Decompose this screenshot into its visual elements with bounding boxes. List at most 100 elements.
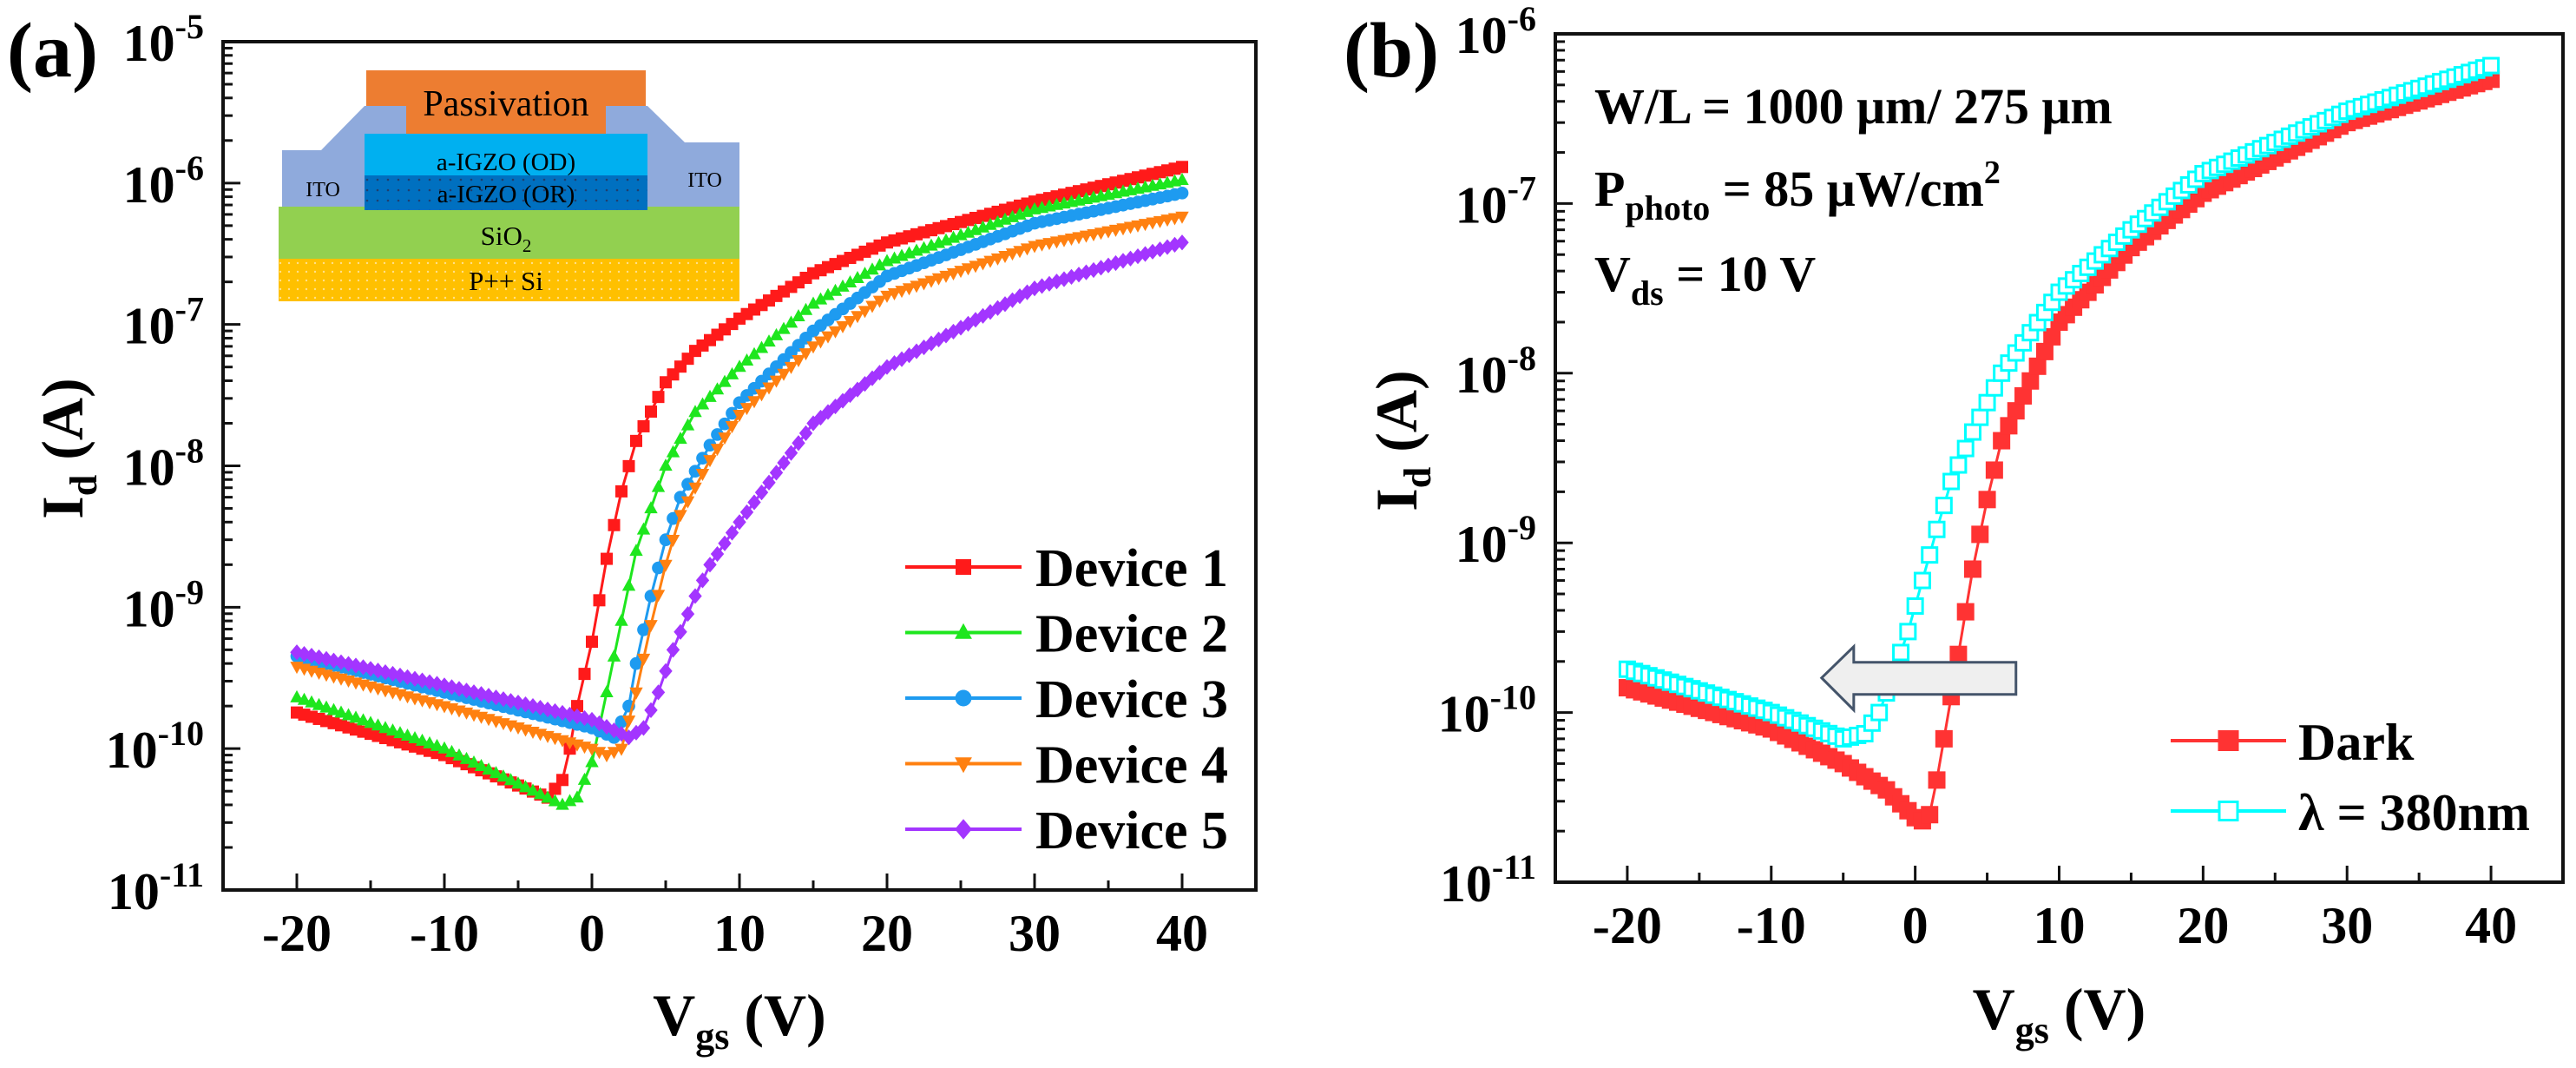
data-point — [998, 296, 1012, 313]
panel-label-b: (b) — [1344, 8, 1439, 94]
ito-right-label: ITO — [687, 169, 722, 192]
y-tick-exponent: -5 — [175, 7, 204, 46]
data-point — [585, 743, 599, 756]
y-axis-title: Id (A) — [1364, 370, 1439, 511]
x-tick-label: -20 — [262, 905, 332, 962]
data-point — [990, 300, 1005, 316]
data-point — [961, 263, 976, 276]
data-point — [371, 718, 385, 731]
data-point — [725, 524, 739, 541]
data-point — [1176, 161, 1188, 174]
data-point — [290, 689, 304, 702]
data-point — [607, 747, 621, 760]
x-axis-title-unit: (V) — [729, 982, 825, 1048]
data-point — [858, 267, 872, 280]
data-point — [518, 780, 533, 793]
y-tick-label: 10-11 — [108, 855, 204, 920]
data-point — [1921, 806, 1939, 824]
x-tick-label: 20 — [2177, 897, 2229, 954]
data-point — [1956, 439, 1975, 458]
y-tick-label: 10-9 — [123, 572, 204, 637]
data-point — [437, 741, 451, 754]
x-tick-label: 30 — [1009, 905, 1061, 962]
data-point — [688, 465, 702, 478]
x-tick-label: 40 — [2465, 897, 2517, 954]
data-point — [902, 346, 917, 364]
data-point — [747, 396, 761, 409]
data-point — [1993, 432, 2011, 450]
data-point — [659, 559, 673, 572]
y-tick-exponent: -9 — [1508, 508, 1536, 547]
data-point — [548, 794, 562, 807]
y-axis-title-unit: (A) — [30, 378, 95, 474]
data-point — [688, 482, 702, 495]
data-point — [423, 735, 437, 748]
data-point — [408, 730, 422, 743]
data-point — [562, 794, 577, 807]
data-point — [739, 504, 754, 521]
y-tick-exponent: -7 — [175, 290, 204, 329]
data-point — [681, 478, 694, 491]
data-point — [696, 452, 709, 465]
device-structure-inset: Passivation ITO ITO a-IGZO (OD) a-IGZO (… — [279, 70, 739, 301]
data-point — [1956, 603, 1975, 621]
data-point — [319, 700, 333, 713]
annotation-pphoto-main: P — [1594, 161, 1625, 217]
data-point — [364, 715, 378, 728]
data-point — [806, 296, 820, 309]
data-point — [356, 713, 371, 726]
data-point — [415, 733, 430, 746]
data-point — [718, 417, 732, 431]
sio2-layer — [279, 207, 739, 259]
data-point — [2028, 357, 2047, 375]
data-point — [872, 295, 887, 308]
data-point — [305, 695, 319, 708]
y-tick-base: 10 — [123, 439, 175, 497]
data-point — [703, 557, 717, 573]
series-1 — [291, 161, 1188, 804]
x-tick-label: 30 — [2321, 897, 2373, 954]
y-tick-base: 10 — [123, 156, 175, 214]
data-point — [828, 326, 843, 339]
passivation-label: Passivation — [423, 84, 588, 124]
data-point — [1899, 623, 1917, 641]
data-point — [651, 684, 666, 701]
data-point — [621, 578, 636, 591]
data-point — [858, 306, 872, 319]
data-point — [1949, 456, 1968, 474]
data-point — [733, 514, 746, 531]
data-point — [680, 496, 695, 509]
data-point — [1005, 248, 1020, 261]
x-axis-title: Vgs (V) — [653, 982, 826, 1058]
igzo-od-layer — [365, 134, 647, 175]
data-point — [725, 421, 739, 434]
data-point — [674, 623, 687, 640]
data-point — [680, 418, 695, 431]
data-point — [813, 292, 828, 305]
data-point — [1131, 248, 1145, 265]
data-point — [747, 494, 761, 511]
data-point — [1175, 172, 1189, 185]
data-point — [1978, 393, 1996, 412]
data-point — [1013, 288, 1027, 305]
legend-label: λ = 380nm — [2298, 784, 2530, 841]
data-point — [983, 304, 997, 320]
data-point — [1175, 211, 1189, 224]
ito-right — [606, 106, 739, 207]
data-point — [674, 510, 687, 523]
data-point — [526, 783, 540, 796]
x-tick-label: -10 — [410, 905, 479, 962]
data-point — [762, 382, 776, 395]
data-point — [312, 697, 326, 710]
y-tick-base: 10 — [123, 298, 175, 355]
psi-layer — [279, 259, 739, 301]
data-point — [636, 720, 651, 736]
data-point — [1921, 546, 1939, 564]
data-point — [393, 726, 407, 739]
data-point — [1160, 239, 1174, 255]
sio2-label-main: SiO — [481, 221, 522, 251]
data-point — [592, 747, 607, 760]
data-point — [902, 283, 917, 296]
annotation-pphoto: Pphoto = 85 μW/cm2 — [1594, 155, 2001, 227]
